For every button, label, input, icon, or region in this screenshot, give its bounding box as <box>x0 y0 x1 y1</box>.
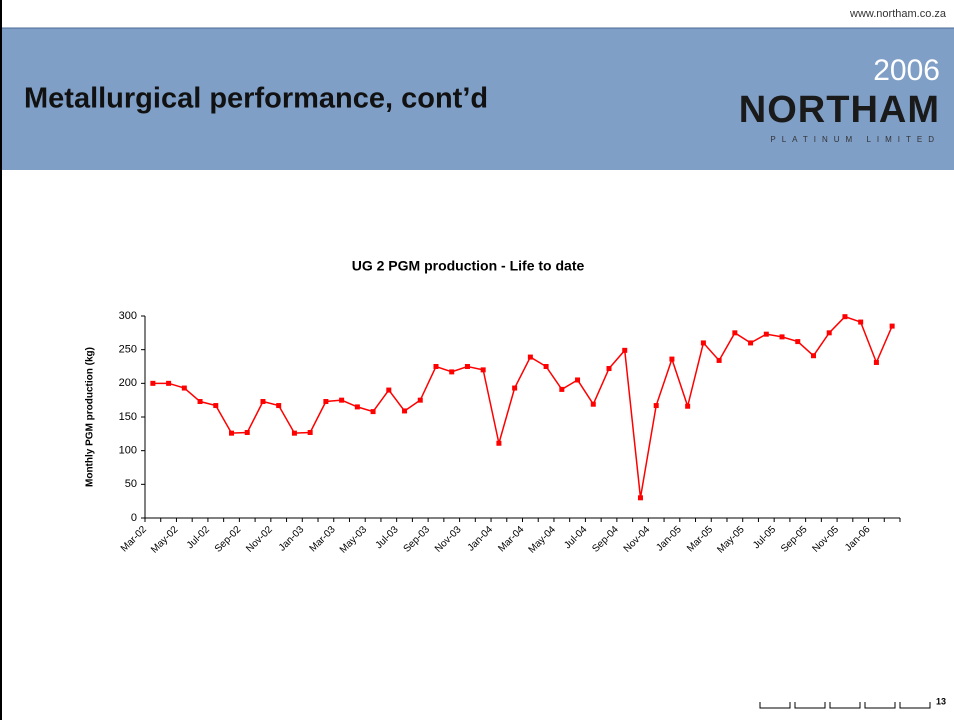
marker <box>669 356 675 362</box>
chart-title: UG 2 PGM production - Life to date <box>352 258 585 274</box>
marker <box>826 330 832 336</box>
marker <box>449 369 455 375</box>
marker <box>716 357 722 363</box>
y-tick-label: 0 <box>131 512 137 524</box>
logo-sub: PLATINUM LIMITED <box>770 135 940 144</box>
marker <box>810 353 816 359</box>
marker <box>276 403 282 409</box>
y-tick-label: 250 <box>119 344 137 356</box>
marker <box>386 387 392 393</box>
marker <box>527 354 533 360</box>
marker <box>402 408 408 414</box>
marker <box>433 364 439 369</box>
marker <box>213 403 219 409</box>
marker <box>779 334 785 340</box>
url: www.northam.co.za <box>849 8 947 20</box>
footer-boxes <box>759 702 931 709</box>
marker <box>590 401 596 407</box>
marker <box>763 331 769 337</box>
marker <box>858 319 864 325</box>
marker <box>417 397 423 403</box>
marker <box>685 403 691 409</box>
marker <box>181 385 187 391</box>
marker <box>260 399 266 405</box>
y-tick-label: 50 <box>125 478 137 490</box>
marker <box>244 429 250 435</box>
marker <box>464 364 470 369</box>
marker <box>166 380 172 386</box>
marker <box>559 386 565 392</box>
marker <box>622 347 628 353</box>
marker <box>606 366 612 372</box>
marker <box>873 359 879 365</box>
line <box>152 315 893 498</box>
marker <box>370 409 376 415</box>
marker <box>354 404 360 410</box>
marker <box>512 385 518 391</box>
marker <box>543 364 549 369</box>
header-band <box>2 28 954 170</box>
marker <box>795 339 801 345</box>
marker <box>339 397 345 403</box>
marker <box>496 440 502 446</box>
y-tick-label: 150 <box>119 411 137 423</box>
marker <box>700 340 706 346</box>
marker <box>229 430 235 436</box>
marker <box>323 399 329 405</box>
marker <box>307 429 313 435</box>
marker <box>889 323 895 329</box>
logo: NORTHAM <box>739 89 940 131</box>
y-tick-label: 300 <box>119 310 137 322</box>
marker <box>150 380 156 386</box>
marker <box>637 495 643 501</box>
marker <box>842 314 848 320</box>
marker <box>197 399 203 405</box>
marker <box>653 403 659 409</box>
year: 2006 <box>873 54 940 87</box>
marker <box>732 330 738 336</box>
marker <box>291 430 297 436</box>
y-tick-label: 200 <box>119 377 137 389</box>
slide-title: Metallurgical performance, cont’d <box>24 83 488 115</box>
y-axis-label: Monthly PGM production (kg) <box>85 347 96 487</box>
marker <box>748 340 754 346</box>
marker <box>575 377 581 383</box>
marker <box>480 367 486 373</box>
y-tick-label: 100 <box>119 445 137 457</box>
page-number: 13 <box>936 696 946 706</box>
